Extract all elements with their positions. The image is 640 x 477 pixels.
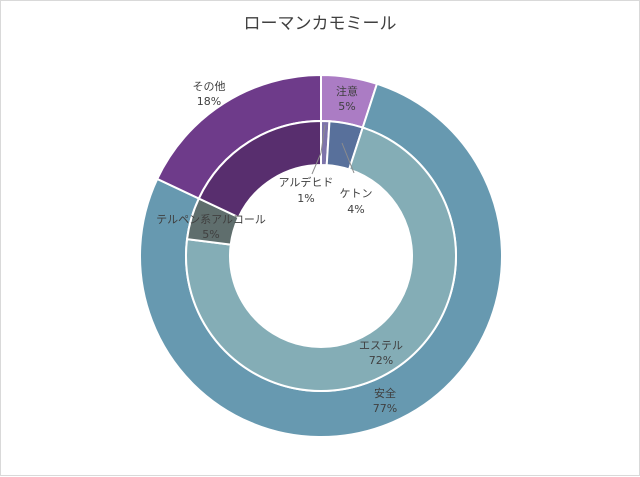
label-inner-terpene-alcohol: テルペン系アルコール 5% (156, 213, 266, 241)
inner-ring (185, 119, 457, 392)
inner-slice-other (197, 119, 322, 219)
label-outer-safe-value: 77% (373, 402, 397, 415)
leader-line-aldehyde (311, 124, 326, 175)
chart-title: ローマンカモミール (243, 14, 397, 34)
label-inner-terpene-alcohol-value: 5% (202, 228, 219, 241)
label-inner-ketone: ケトン 4% (340, 187, 373, 216)
leader-line-ketone (341, 142, 355, 174)
label-inner-ester-value: 72% (369, 354, 393, 367)
label-outer-safe-name: 安全 (374, 386, 396, 400)
label-inner-ketone-name: ケトン (340, 187, 373, 200)
label-inner-ester: エステル 72% (359, 339, 403, 367)
label-inner-aldehyde-value: 1% (297, 192, 314, 205)
label-outer-caution: 注意 5% (336, 84, 358, 113)
label-outer-caution-value: 5% (338, 100, 355, 113)
label-inner-ester-name: エステル (359, 339, 403, 352)
label-outer-other-value: 18% (197, 95, 221, 108)
label-inner-aldehyde: アルデヒド 1% (279, 175, 334, 205)
label-outer-other: その他 18% (193, 80, 226, 108)
label-outer-caution-name: 注意 (336, 84, 358, 98)
label-inner-aldehyde-name: アルデヒド (279, 175, 334, 189)
inner-slice-ester (185, 126, 457, 392)
label-outer-other-name: その他 (193, 80, 226, 93)
leader-lines (311, 124, 355, 175)
label-inner-ketone-value: 4% (347, 203, 364, 216)
label-inner-terpene-alcohol-name: テルペン系アルコール (156, 213, 266, 226)
label-outer-safe: 安全 77% (373, 386, 397, 415)
